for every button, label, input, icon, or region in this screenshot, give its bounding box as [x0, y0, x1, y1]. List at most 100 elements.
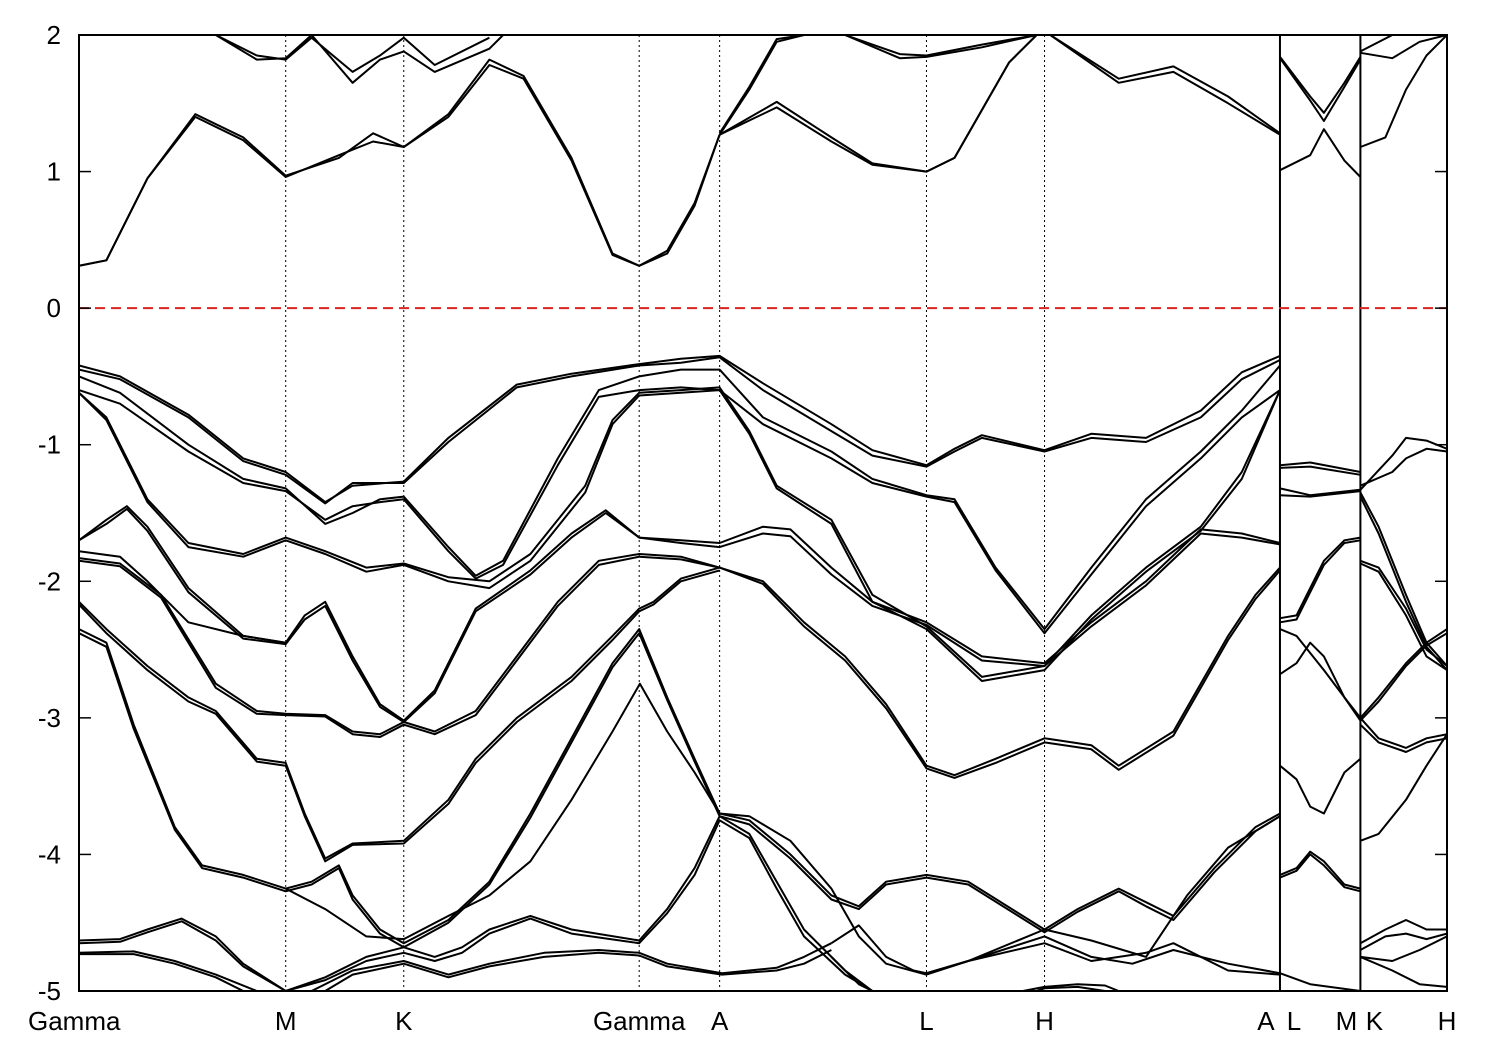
y-tick-label: -4	[38, 839, 61, 869]
band-2	[79, 35, 1038, 267]
band-series	[79, 35, 1447, 991]
band-22-segment-4	[1022, 983, 1120, 991]
band-4-segment-1	[215, 35, 504, 84]
band-6-segment-1	[79, 356, 1281, 505]
band-3-segment-5	[1279, 56, 1362, 114]
band-17	[79, 628, 1447, 945]
band-17-segment-1	[79, 628, 1281, 945]
band-3-segment-3	[844, 35, 1037, 57]
band-22	[79, 942, 1447, 991]
x-tick-label-3: Gamma	[593, 1006, 686, 1036]
band-3-segment-7	[1360, 35, 1447, 148]
band-1	[79, 35, 1038, 267]
band-4-segment-5	[1279, 57, 1362, 122]
band-5-segment-3	[1359, 436, 1447, 491]
y-axis-ticks: -5 -4 -3 -2 -1 0 1 2	[38, 20, 1447, 1006]
band-21-segment-2	[1359, 932, 1447, 951]
band-5	[79, 354, 1447, 504]
band-22-segment-3	[926, 942, 1281, 976]
band-4-segment-3	[844, 35, 1037, 60]
band-14-segment-1	[79, 555, 1281, 779]
band-3	[215, 35, 1447, 178]
band-3-segment-6	[1279, 128, 1362, 178]
band-18-segment-2	[1279, 850, 1361, 890]
band-3-segment-2	[718, 35, 805, 136]
band-21-segment-1	[79, 819, 873, 991]
band-16-segment-1	[79, 569, 720, 863]
x-tick-label-5: L	[919, 1006, 933, 1036]
band-17-segment-2	[1279, 758, 1362, 815]
band-7	[79, 364, 1447, 667]
band-11-segment-2	[1279, 536, 1361, 620]
band-11-segment-1	[79, 505, 1281, 722]
y-tick-label: 1	[47, 157, 61, 187]
band-9	[79, 386, 1447, 678]
x-tick-label-11: H	[1438, 1006, 1457, 1036]
band-13-segment-1	[79, 550, 286, 644]
band-20-segment-4	[1359, 919, 1447, 945]
band-4-segment-4	[1049, 35, 1281, 136]
band-4-segment-6	[1359, 35, 1393, 53]
kpoint-guides	[285, 35, 1362, 991]
band-6-segment-3	[1360, 447, 1447, 487]
x-tick-label-8: L	[1287, 1006, 1301, 1036]
band-10-segment-2	[1359, 562, 1447, 671]
band-19	[285, 682, 1281, 976]
x-tick-label-2: K	[395, 1006, 413, 1036]
band-8	[79, 386, 1447, 671]
band-21	[79, 819, 1447, 991]
band-8-segment-1	[79, 386, 1281, 635]
y-tick-label: -1	[38, 430, 61, 460]
band-15-segment-1	[79, 566, 720, 860]
band-18	[79, 632, 1361, 949]
band-7-segment-1	[79, 364, 1281, 631]
band-22-segment-5	[1360, 955, 1447, 988]
band-23-segment-3	[830, 956, 873, 991]
band-18-segment-1	[79, 632, 1281, 949]
band-22-segment-2	[311, 942, 832, 991]
y-tick-label: 2	[47, 20, 61, 50]
band-3-segment-1	[215, 35, 490, 73]
band-20-segment-3	[1279, 972, 1361, 991]
band-14-segment-2	[1279, 632, 1447, 722]
band-20-segment-2	[830, 924, 1281, 975]
plot-frame	[78, 34, 1448, 992]
band-18-segment-3	[1279, 853, 1361, 893]
band-15-segment-2	[1359, 717, 1447, 749]
band-23-segment-2	[324, 949, 832, 991]
band-2-segment-2	[719, 35, 1038, 173]
band-8-segment-2	[1279, 490, 1361, 498]
x-tick-label-6: H	[1035, 1006, 1054, 1036]
band-3-segment-4	[1049, 35, 1281, 135]
x-axis-ticks: Gamma M K Gamma A L H A L M K H	[28, 1006, 1456, 1036]
band-20-segment-1	[79, 815, 874, 991]
band-8-segment-3	[1359, 496, 1447, 671]
band-21-segment-3	[1360, 935, 1447, 962]
band-13-segment-2	[79, 553, 1281, 777]
x-tick-label-1: M	[275, 1006, 297, 1036]
band-16	[79, 569, 1447, 863]
y-tick-label: -5	[38, 976, 61, 1006]
band-20	[79, 815, 1447, 991]
x-tick-label-0: Gamma	[28, 1006, 121, 1036]
band-4	[215, 35, 1393, 136]
band-9-segment-2	[1360, 559, 1447, 667]
band-23	[79, 949, 1106, 991]
band-22-segment-1	[79, 950, 258, 991]
band-2-segment-1	[79, 64, 721, 267]
x-tick-label-7: A	[1257, 1006, 1275, 1036]
band-6-segment-2	[1279, 465, 1361, 476]
band-10	[79, 389, 1447, 682]
x-tick-label-4: A	[711, 1006, 729, 1036]
band-3-segment-8	[1360, 35, 1447, 60]
band-14	[79, 555, 1447, 779]
band-17-segment-3	[1360, 733, 1447, 842]
band-7-segment-2	[1279, 487, 1361, 497]
band-23-segment-1	[79, 953, 244, 991]
band-12-segment-1	[79, 507, 1281, 723]
band-6	[79, 356, 1447, 505]
band-5-segment-1	[79, 354, 1281, 504]
band-5-segment-2	[1279, 461, 1361, 473]
band-15	[79, 566, 1447, 860]
